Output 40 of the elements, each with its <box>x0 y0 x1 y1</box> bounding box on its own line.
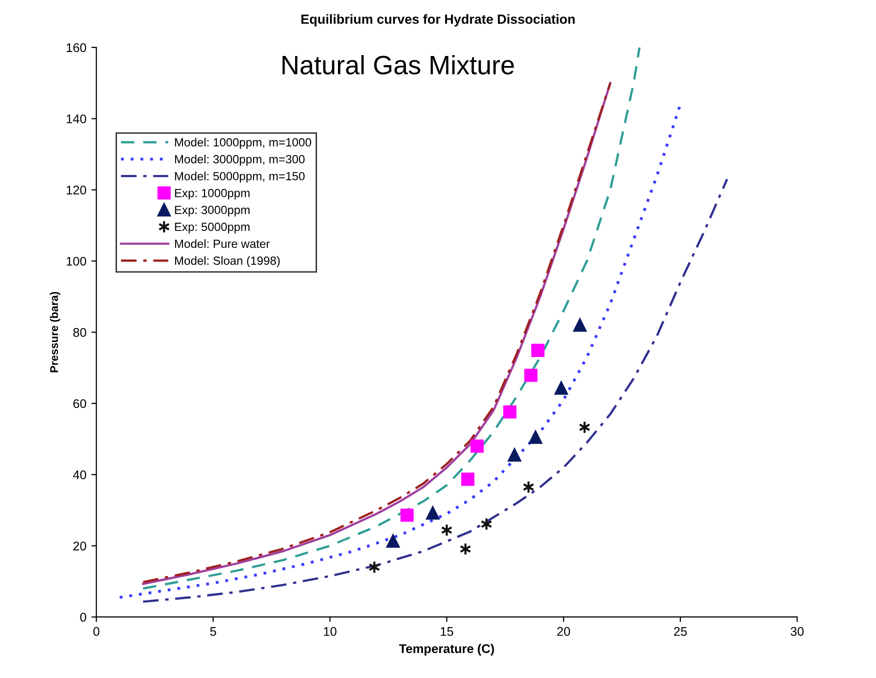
point <box>503 405 516 419</box>
y-tick-label: 0 <box>80 612 86 622</box>
x-axis-title: Temperature (C) <box>399 644 494 656</box>
legend-label: Model: 5000ppm, m=150 <box>175 172 305 183</box>
legend-label: Model: Pure water <box>175 239 270 248</box>
y-tick-label: 40 <box>73 470 86 480</box>
x-tick-label: 10 <box>324 627 336 636</box>
legend-label: Exp: 3000ppm <box>175 206 250 216</box>
y-tick-label: 20 <box>73 542 86 550</box>
point <box>461 472 474 486</box>
point <box>528 430 542 444</box>
point <box>426 506 440 520</box>
point <box>524 368 538 382</box>
legend-label: Model: 1000ppm, m=1000 <box>175 138 312 149</box>
point <box>531 344 544 357</box>
point <box>470 440 484 453</box>
x-tick-label: 0 <box>93 627 100 636</box>
y-tick-label: 80 <box>73 328 86 337</box>
y-axis-title: Pressure (bara) <box>50 292 60 372</box>
legend-label: Model: Sloan (1998) <box>175 256 280 268</box>
chart-subtitle: Natural Gas Mixture <box>282 55 514 74</box>
point <box>400 508 414 522</box>
x-tick-label: 5 <box>210 627 216 636</box>
point <box>554 382 568 395</box>
x-tick-label: 30 <box>790 627 804 636</box>
point <box>386 534 400 548</box>
point <box>508 448 522 462</box>
y-tick-label: 120 <box>66 186 86 194</box>
chart-title: Equilibrium curves for Hydrate Dissociation <box>301 14 575 26</box>
y-tick-label: 140 <box>66 114 86 124</box>
y-tick-label: 160 <box>66 43 86 52</box>
legend-label: Model: 3000ppm, m=300 <box>175 154 305 166</box>
legend-label: Exp: 1000ppm <box>175 188 250 200</box>
x-tick-label: 15 <box>440 627 454 636</box>
point <box>573 318 587 332</box>
y-tick-label: 100 <box>66 256 86 266</box>
x-tick-label: 25 <box>674 627 687 636</box>
y-tick-label: 60 <box>73 399 86 408</box>
x-tick-label: 20 <box>557 627 570 636</box>
legend-label: Exp: 5000ppm <box>175 222 250 234</box>
